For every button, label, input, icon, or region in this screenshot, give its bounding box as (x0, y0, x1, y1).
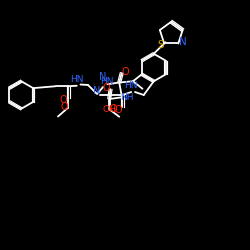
Text: N: N (93, 86, 100, 96)
Text: O: O (114, 104, 122, 115)
Text: O: O (110, 104, 117, 114)
Text: O: O (60, 102, 68, 112)
Text: O: O (60, 95, 67, 105)
Text: O: O (122, 67, 130, 77)
Text: O: O (102, 83, 110, 93)
Text: HN: HN (124, 81, 138, 90)
Text: HN: HN (70, 75, 84, 84)
Text: HN: HN (100, 77, 114, 86)
Text: OH: OH (103, 104, 117, 114)
Text: N: N (179, 37, 187, 47)
Text: NH: NH (120, 93, 134, 102)
Text: S: S (157, 40, 164, 50)
Text: N: N (98, 72, 106, 83)
